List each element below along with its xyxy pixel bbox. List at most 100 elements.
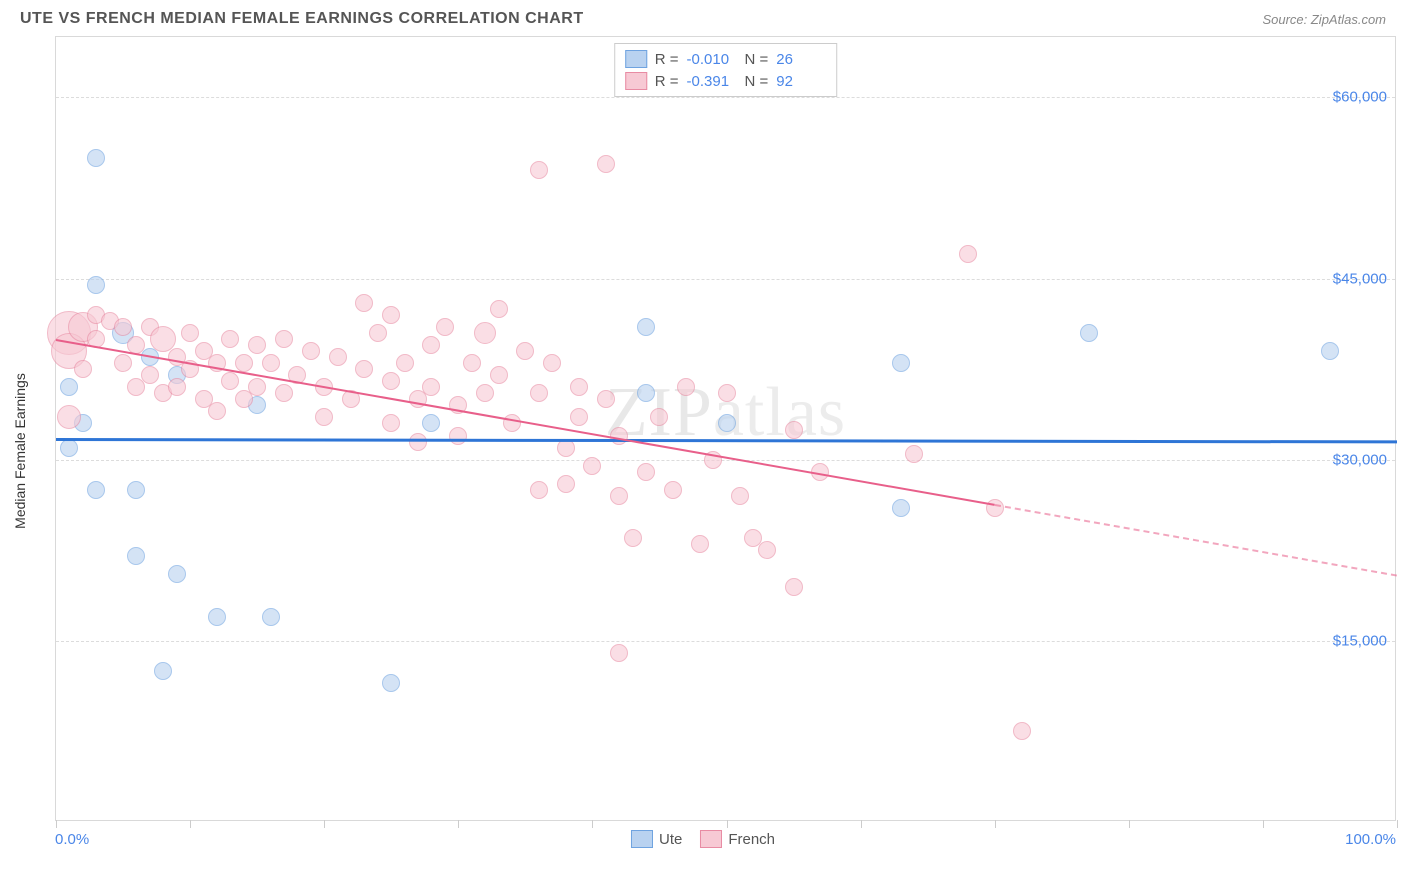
data-point: [677, 378, 695, 396]
data-point: [208, 402, 226, 420]
y-tick-label: $60,000: [1333, 89, 1387, 106]
data-point: [1321, 342, 1339, 360]
legend-swatch: [631, 830, 653, 848]
chart-container: Median Female Earnings ZIPatlas R =-0.01…: [10, 36, 1396, 866]
data-point: [557, 475, 575, 493]
legend-r-label: R =: [655, 51, 679, 68]
legend-n-value: 92: [776, 73, 826, 90]
data-point: [422, 414, 440, 432]
data-point: [1080, 324, 1098, 342]
data-point: [382, 372, 400, 390]
data-point: [141, 366, 159, 384]
data-point: [60, 439, 78, 457]
x-tick: [324, 820, 325, 828]
gridline: [56, 641, 1395, 642]
data-point: [74, 360, 92, 378]
data-point: [490, 300, 508, 318]
chart-title: UTE VS FRENCH MEDIAN FEMALE EARNINGS COR…: [20, 10, 584, 28]
plot-area: ZIPatlas R =-0.010N =26R =-0.391N =92 $1…: [55, 36, 1396, 821]
data-point: [449, 427, 467, 445]
legend-n-value: 26: [776, 51, 826, 68]
legend-r-label: R =: [655, 73, 679, 90]
x-tick: [1263, 820, 1264, 828]
data-point: [463, 354, 481, 372]
data-point: [691, 535, 709, 553]
legend-stat-row: R =-0.010N =26: [625, 48, 827, 70]
data-point: [959, 245, 977, 263]
data-point: [637, 463, 655, 481]
gridline: [56, 279, 1395, 280]
x-tick: [56, 820, 57, 828]
data-point: [543, 354, 561, 372]
data-point: [127, 481, 145, 499]
data-point: [650, 408, 668, 426]
data-point: [422, 336, 440, 354]
data-point: [302, 342, 320, 360]
data-point: [87, 149, 105, 167]
data-point: [422, 378, 440, 396]
data-point: [168, 565, 186, 583]
data-point: [355, 294, 373, 312]
data-point: [127, 547, 145, 565]
data-point: [610, 487, 628, 505]
legend-label: French: [728, 831, 775, 848]
data-point: [57, 405, 81, 429]
x-tick: [458, 820, 459, 828]
data-point: [369, 324, 387, 342]
data-point: [758, 541, 776, 559]
data-point: [624, 529, 642, 547]
data-point: [114, 354, 132, 372]
data-point: [221, 330, 239, 348]
data-point: [436, 318, 454, 336]
data-point: [637, 384, 655, 402]
data-point: [731, 487, 749, 505]
data-point: [87, 276, 105, 294]
y-tick-label: $15,000: [1333, 632, 1387, 649]
data-point: [262, 608, 280, 626]
legend-bottom: Ute French: [631, 830, 775, 848]
data-point: [583, 457, 601, 475]
legend-r-value: -0.010: [687, 51, 737, 68]
x-tick: [861, 820, 862, 828]
trend-line: [56, 438, 1397, 443]
chart-header: UTE VS FRENCH MEDIAN FEMALE EARNINGS COR…: [10, 10, 1396, 36]
y-axis-title: Median Female Earnings: [12, 373, 28, 529]
x-tick: [1129, 820, 1130, 828]
data-point: [718, 384, 736, 402]
data-point: [208, 608, 226, 626]
data-point: [315, 408, 333, 426]
data-point: [221, 372, 239, 390]
trend-line: [56, 339, 995, 506]
data-point: [275, 330, 293, 348]
data-point: [718, 414, 736, 432]
data-point: [530, 481, 548, 499]
data-point: [516, 342, 534, 360]
data-point: [181, 324, 199, 342]
data-point: [60, 378, 78, 396]
data-point: [785, 421, 803, 439]
data-point: [490, 366, 508, 384]
data-point: [396, 354, 414, 372]
legend-stat-row: R = -0.391 N = 92: [625, 70, 827, 92]
data-point: [382, 414, 400, 432]
data-point: [382, 306, 400, 324]
x-axis-max-label: 100.0%: [1345, 831, 1396, 848]
data-point: [986, 499, 1004, 517]
legend-label: Ute: [659, 831, 682, 848]
y-tick-label: $30,000: [1333, 451, 1387, 468]
chart-source: Source: ZipAtlas.com: [1262, 12, 1386, 27]
legend-n-label: N =: [745, 73, 769, 90]
data-point: [892, 499, 910, 517]
legend-item: Ute: [631, 830, 682, 848]
data-point: [262, 354, 280, 372]
data-point: [248, 378, 266, 396]
x-tick: [1397, 820, 1398, 828]
data-point: [114, 318, 132, 336]
data-point: [892, 354, 910, 372]
data-point: [610, 644, 628, 662]
legend-swatch: [700, 830, 722, 848]
data-point: [476, 384, 494, 402]
legend-r-value: -0.391: [687, 73, 737, 90]
x-axis-min-label: 0.0%: [55, 831, 89, 848]
data-point: [248, 336, 266, 354]
